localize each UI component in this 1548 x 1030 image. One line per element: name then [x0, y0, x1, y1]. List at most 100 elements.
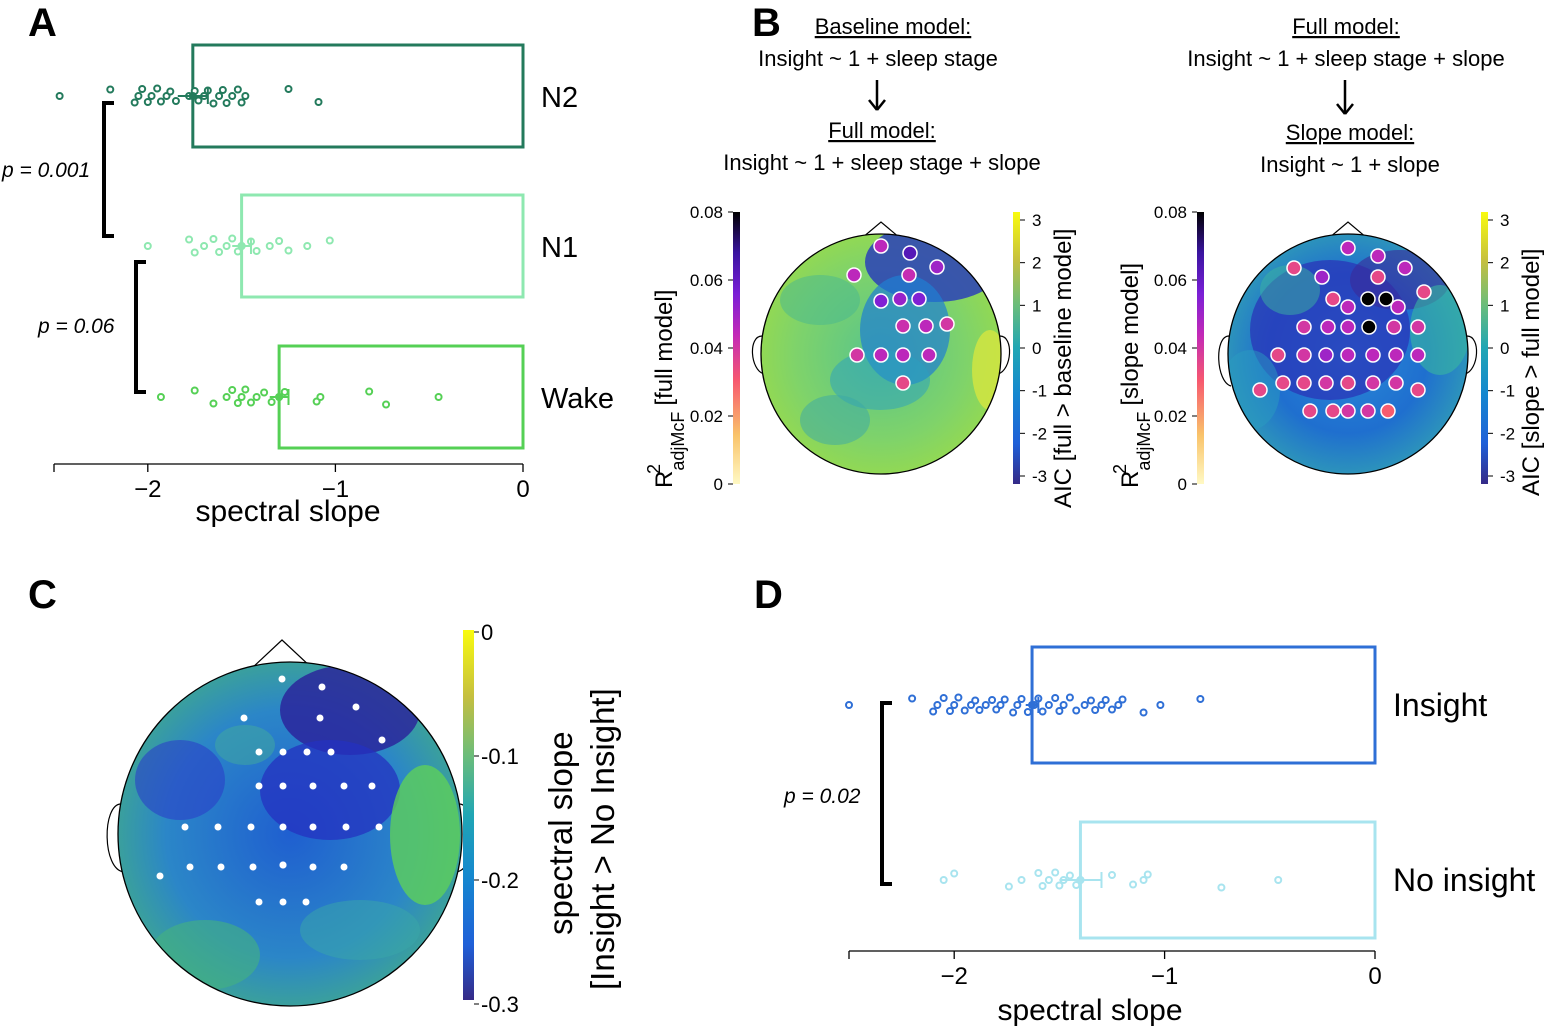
category-label: Insight	[1393, 687, 1487, 723]
electrode	[1361, 319, 1377, 335]
electrode	[1318, 375, 1334, 391]
data-point	[975, 706, 984, 714]
colorbar-tick-label: 0	[1500, 339, 1509, 358]
b-right-r2-ticks: 0.08 0.06 0.04 0.02 0	[1154, 203, 1197, 494]
data-point	[1059, 701, 1068, 709]
data-point	[190, 248, 199, 257]
r2-sup: 2	[644, 464, 664, 474]
electrode	[1340, 240, 1356, 256]
colorbar-tick-label: -1	[1032, 382, 1047, 401]
data-point	[981, 701, 990, 709]
electrode	[340, 782, 348, 790]
data-point	[265, 242, 274, 250]
electrode	[929, 259, 945, 275]
colorbar-tick-label: -0.2	[481, 868, 519, 893]
data-point	[215, 248, 224, 256]
electrode	[1365, 375, 1381, 391]
b-left-electrodes	[846, 238, 955, 391]
data-point	[1091, 706, 1100, 714]
data-point	[1143, 870, 1152, 879]
electrode	[340, 863, 348, 871]
data-point	[988, 696, 997, 704]
data-point	[929, 707, 938, 716]
b-left-bottom-title: Full model:	[828, 118, 936, 143]
data-point	[233, 247, 242, 256]
panel-letter-b: B	[752, 1, 781, 45]
c-electrodes	[156, 675, 386, 906]
electrode	[181, 823, 189, 831]
panel-letter-d: D	[754, 573, 783, 617]
data-point	[1108, 705, 1116, 714]
data-point	[252, 393, 261, 401]
colorbar-tick-label: -2	[1032, 424, 1047, 443]
r2-bracket: [slope model]	[1117, 263, 1144, 406]
colorbar-tick-label: 0.02	[1154, 407, 1187, 426]
colorbar-tick-label: 0	[714, 475, 723, 494]
data-point	[143, 98, 152, 106]
data-point	[55, 92, 64, 100]
data-point	[1072, 706, 1081, 715]
b-right-headmap	[1218, 221, 1478, 475]
data-point	[1038, 707, 1047, 716]
data-point	[845, 701, 853, 709]
b-right-r2-axis-label: RadjMcF [slope model] 2	[1110, 263, 1154, 488]
c-colorbar-ticks: 0 -0.1 -0.2 -0.3	[474, 620, 519, 1017]
data-point	[130, 98, 139, 107]
b-right-aic-colorbar	[1481, 212, 1488, 484]
electrode	[352, 703, 360, 711]
data-point	[939, 694, 948, 702]
data-point	[252, 247, 261, 255]
data-point	[1065, 871, 1074, 880]
electrode	[1252, 382, 1268, 398]
x-tick-label: −2	[134, 476, 161, 503]
r2-symbol: R	[651, 471, 678, 488]
data-point	[156, 393, 165, 401]
c-colorbar-label-2: [Insight > No Insight]	[584, 688, 621, 990]
data-point	[933, 701, 942, 709]
data-point	[1129, 880, 1138, 889]
electrode	[873, 238, 889, 254]
electrode	[318, 683, 326, 691]
electrode	[1365, 347, 1381, 363]
electrode	[1340, 299, 1356, 315]
electrode	[368, 782, 376, 790]
b-left-bottom-formula: Insight ~ 1 + sleep stage + slope	[723, 150, 1040, 175]
data-point	[171, 97, 180, 105]
colorbar-tick-label: -2	[1500, 424, 1515, 443]
category-label: No insight	[1393, 862, 1535, 898]
electrode	[247, 823, 255, 831]
data-point	[945, 707, 954, 715]
electrode	[939, 316, 955, 332]
colorbar-tick-label: -3	[1500, 467, 1515, 486]
x-tick-label: −1	[322, 476, 349, 503]
colorbar-tick-label: 0.08	[690, 203, 723, 222]
data-point	[200, 242, 209, 250]
electrode	[921, 347, 937, 363]
data-point	[228, 234, 237, 243]
colorbar-tick-label: 0.06	[1154, 271, 1187, 290]
electrode	[1340, 403, 1356, 419]
electrode	[1325, 291, 1341, 307]
colorbar-tick-label: 0.04	[690, 339, 723, 358]
colorbar-tick-label: 0	[481, 620, 493, 645]
data-point	[1139, 708, 1148, 717]
data-point	[1004, 882, 1013, 891]
mean-point	[188, 92, 197, 100]
c-colorbar-label-1: spectral slope	[542, 731, 579, 935]
data-point	[1023, 708, 1032, 716]
electrode	[303, 748, 311, 756]
colorbar-tick-label: -0.1	[481, 744, 519, 769]
significance-bracket	[880, 701, 892, 886]
data-point	[1217, 883, 1226, 892]
electrode	[279, 748, 287, 756]
electrode	[1340, 375, 1356, 391]
electrode	[1296, 375, 1312, 391]
data-point	[1051, 868, 1060, 877]
electrode	[1296, 347, 1312, 363]
panel-d-chart: −2 −1 0 Insight No insight	[845, 645, 1535, 990]
panel-c: C 0 -0.1 -0.2 -0.3 spectral slope [Insight …	[28, 573, 621, 1017]
electrode	[1302, 403, 1318, 419]
data-point	[222, 242, 231, 250]
